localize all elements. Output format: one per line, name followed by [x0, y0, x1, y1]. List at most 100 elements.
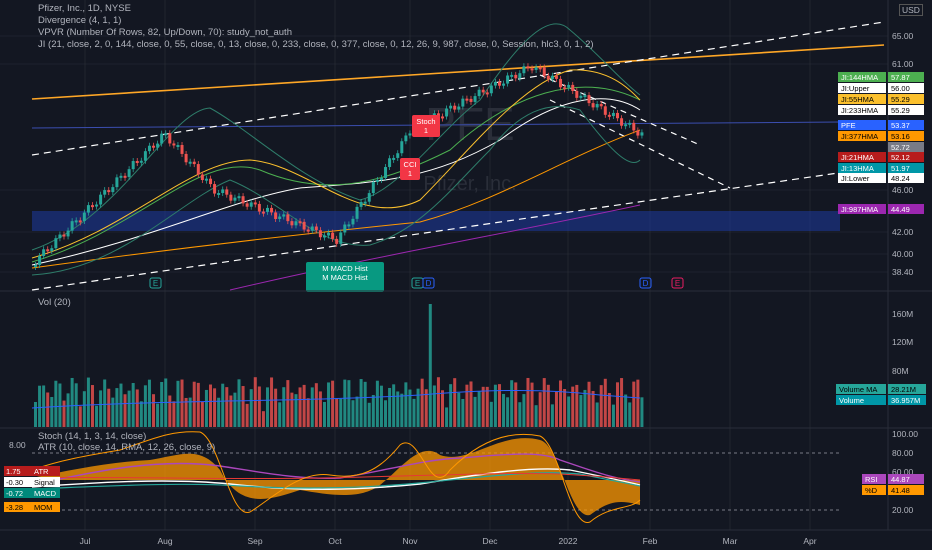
volume-bar: [331, 380, 335, 427]
candle: [607, 114, 611, 117]
osc-tag-label-bg: [862, 485, 886, 495]
time-axis[interactable]: Jul Aug Sep Oct Nov Dec 2022 Feb Mar Apr: [80, 536, 817, 546]
indicator-divergence[interactable]: Divergence (4, 1, 1): [38, 15, 122, 26]
candle: [579, 95, 583, 98]
candle: [363, 201, 367, 204]
candle: [188, 161, 192, 164]
volume-bar: [123, 394, 127, 427]
price-tag-value-bg: [888, 105, 924, 115]
candle: [160, 133, 164, 144]
volume-bar: [278, 402, 282, 427]
volume-bar: [237, 379, 241, 427]
time-tick: Feb: [643, 536, 658, 546]
volume-bar: [355, 396, 359, 427]
candle: [241, 196, 245, 204]
volume-bar: [640, 397, 644, 427]
left-tag-value: -0.72: [6, 489, 23, 498]
candle: [347, 224, 351, 227]
watermark-subtitle: Pfizer, Inc.: [423, 173, 516, 195]
candle: [164, 133, 168, 136]
hma-377-line: [31, 129, 641, 269]
volume-bar: [241, 386, 245, 427]
osc-tag-value: 44.87: [891, 475, 910, 484]
oscillator-tick: 20.00: [892, 505, 914, 515]
volume-bar: [70, 377, 74, 427]
symbol-title[interactable]: Pfizer, Inc., 1D, NYSE: [38, 3, 131, 14]
price-tag-value-bg: [888, 83, 924, 93]
volume-bar: [200, 401, 204, 427]
candle: [204, 178, 208, 181]
volume-bar: [542, 378, 546, 427]
candle: [445, 108, 449, 117]
left-tag-value-bg: [4, 502, 32, 512]
volume-bar: [457, 392, 461, 427]
candle: [58, 234, 62, 239]
channel-dashed-line-2[interactable]: [549, 99, 731, 189]
volume-bar: [135, 389, 139, 427]
candle: [34, 264, 37, 267]
orange-trendline[interactable]: [31, 44, 885, 100]
price-tag-value: 55.29: [891, 95, 910, 104]
indicator-ji[interactable]: JI (21, close, 2, 0, 144, close, 0, 55, …: [38, 39, 594, 50]
volume-bar: [95, 405, 99, 427]
candle: [209, 178, 213, 185]
atr-legend[interactable]: ATR (10, close, 14, RMA, 12, 26, close, …: [38, 442, 216, 453]
volume-bar: [538, 392, 542, 427]
volume-bar: [371, 395, 375, 427]
volume-bar: [274, 388, 278, 427]
volume-bar: [306, 398, 310, 427]
volume-bar: [314, 383, 318, 427]
lower-dashed-trendline[interactable]: [31, 171, 846, 291]
candle: [583, 95, 587, 98]
candle: [278, 216, 282, 219]
candle: [152, 145, 156, 148]
channel-dashed-line-1[interactable]: [539, 74, 701, 146]
candle: [90, 205, 94, 208]
candle: [481, 89, 485, 93]
candle: [298, 221, 302, 224]
currency-button[interactable]: USD: [899, 4, 923, 16]
candle: [78, 220, 82, 223]
volume-bar: [192, 381, 196, 427]
volume-bar: [554, 391, 558, 427]
candlesticks: [34, 63, 644, 270]
volume-bar: [441, 390, 444, 427]
price-tag-label: JI:13HMA: [841, 164, 874, 173]
volume-bar: [229, 395, 233, 427]
candle: [408, 133, 412, 136]
signal-text: Stoch: [416, 117, 435, 126]
volume-bar: [265, 387, 269, 427]
volume-bar: [127, 390, 131, 427]
volume-bar: [245, 403, 249, 427]
stoch-k-line: [31, 431, 641, 523]
price-axis[interactable]: 65.00 61.00 46.00 42.00 40.00 38.40: [892, 31, 914, 277]
candle: [331, 232, 335, 239]
volume-bar: [611, 404, 615, 427]
price-tag-label: JI:377HMA: [841, 132, 878, 141]
volume-tick: 120M: [892, 337, 913, 347]
candle: [290, 221, 294, 226]
candle: [257, 203, 261, 212]
candle: [261, 211, 265, 214]
indicator-vpvr[interactable]: VPVR (Number Of Rows, 82, Up/Down, 70): …: [38, 27, 292, 38]
candle: [502, 83, 506, 86]
volume-legend[interactable]: Vol (20): [38, 297, 71, 308]
candle: [62, 234, 66, 237]
stoch-area: [32, 438, 640, 516]
volume-axis[interactable]: 160M 120M 80M: [892, 309, 913, 376]
candle: [99, 194, 103, 205]
left-tag-label-bg: [32, 488, 60, 498]
volume-bar: [363, 381, 367, 427]
volume-bar: [587, 381, 591, 427]
volume-bar: [294, 394, 298, 427]
volume-tag-value: 28.21M: [891, 385, 916, 394]
volume-bar: [453, 378, 457, 427]
candle: [396, 153, 400, 158]
price-tag-value: 51.97: [891, 164, 910, 173]
volume-bar: [559, 380, 563, 427]
time-tick: Apr: [803, 536, 816, 546]
stoch-legend[interactable]: Stoch (14, 1, 3, 14, close): [38, 431, 147, 442]
candle: [111, 187, 115, 193]
time-tick: 2022: [559, 536, 578, 546]
